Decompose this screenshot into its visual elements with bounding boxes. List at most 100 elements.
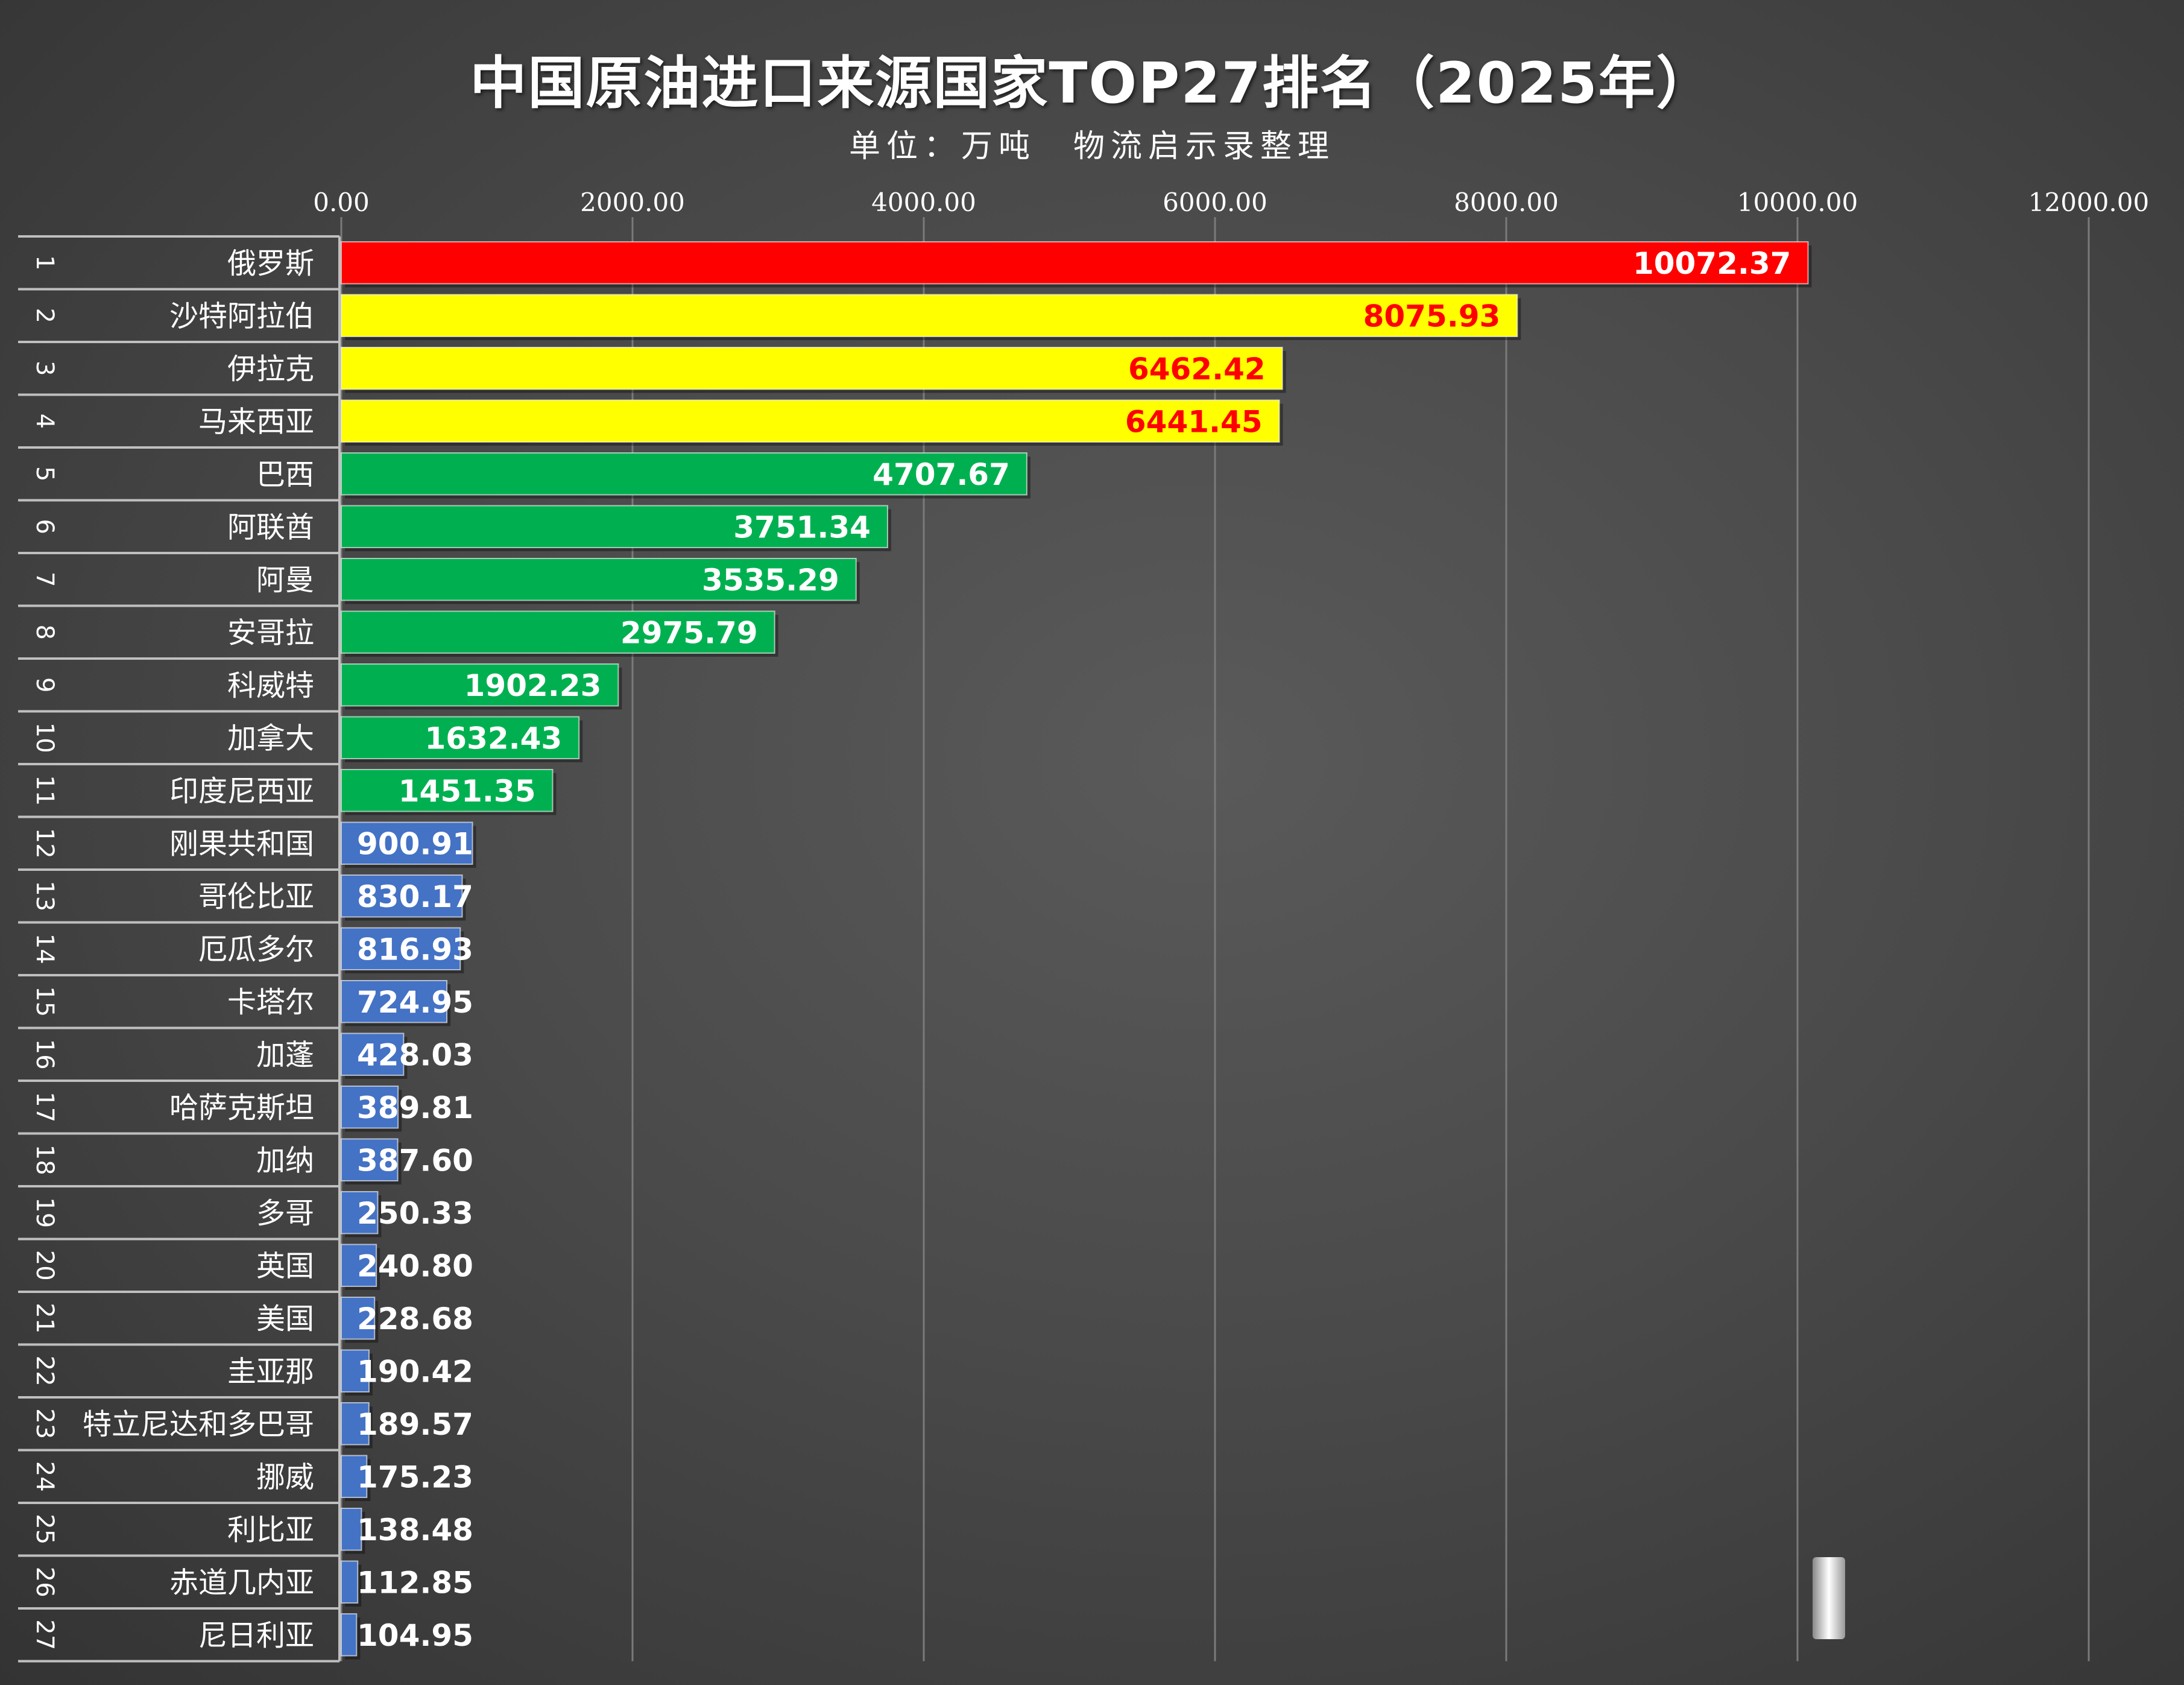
x-tick-label: 8000.00 — [1454, 188, 1559, 217]
rank-label: 13 — [31, 880, 58, 911]
value-label: 175.23 — [357, 1459, 473, 1494]
rank-label: 10 — [31, 722, 58, 753]
rank-label: 12 — [31, 828, 58, 859]
x-tick-label: 4000.00 — [871, 188, 976, 217]
category-label: 多哥 — [256, 1197, 314, 1230]
category-label: 马来西亚 — [198, 405, 314, 438]
category-label: 利比亚 — [227, 1513, 314, 1547]
value-label: 104.95 — [357, 1618, 473, 1653]
bar — [341, 399, 1280, 443]
rank-label: 17 — [31, 1092, 58, 1122]
bar — [341, 1032, 405, 1076]
value-label: 240.80 — [357, 1248, 473, 1283]
rank-label: 21 — [31, 1303, 58, 1333]
value-label: 816.93 — [357, 932, 473, 967]
category-label: 沙特阿拉伯 — [169, 299, 314, 333]
bar — [341, 505, 888, 548]
chart-title: 中国原油进口来源国家TOP27排名（2025年） — [470, 51, 1714, 116]
bar — [341, 874, 463, 918]
bar — [341, 1455, 368, 1498]
value-label: 2975.79 — [620, 615, 758, 650]
category-label: 加蓬 — [256, 1038, 314, 1072]
bar — [341, 452, 1027, 496]
rank-label: 27 — [31, 1619, 58, 1650]
bar — [341, 610, 775, 654]
value-label: 3535.29 — [702, 563, 839, 598]
bar — [341, 294, 1518, 337]
bar — [341, 1191, 379, 1235]
category-label: 尼日利亚 — [198, 1619, 314, 1652]
value-label: 6462.42 — [1128, 352, 1266, 387]
x-tick-label: 6000.00 — [1163, 188, 1267, 217]
value-label: 10072.37 — [1633, 246, 1791, 281]
rank-label: 23 — [31, 1408, 58, 1439]
scrollbar-thumb[interactable] — [1813, 1557, 1845, 1639]
rank-label: 18 — [31, 1145, 58, 1175]
value-label: 1451.35 — [399, 774, 536, 809]
rank-label: 25 — [31, 1514, 58, 1544]
bar — [341, 1086, 399, 1129]
rank-label: 26 — [31, 1567, 58, 1598]
x-tick-label: 10000.00 — [1737, 188, 1858, 217]
bar — [341, 1402, 370, 1446]
value-label: 389.81 — [357, 1090, 473, 1125]
category-label: 英国 — [256, 1249, 314, 1283]
bar — [341, 1508, 362, 1551]
category-label: 厄瓜多尔 — [198, 932, 314, 966]
rank-label: 14 — [31, 934, 58, 964]
value-label: 387.60 — [357, 1143, 473, 1178]
rank-label: 8 — [31, 625, 58, 640]
category-label: 伊拉克 — [227, 352, 314, 386]
bar — [341, 1613, 358, 1657]
category-label: 赤道几内亚 — [169, 1566, 314, 1599]
rank-label: 4 — [31, 414, 58, 429]
bar — [341, 558, 857, 601]
rank-label: 6 — [31, 519, 58, 534]
x-tick-label: 12000.00 — [2028, 188, 2149, 217]
bar — [341, 927, 461, 970]
bar — [341, 980, 448, 1023]
value-label: 724.95 — [357, 985, 473, 1020]
x-tick-label: 0.00 — [313, 188, 370, 217]
category-label: 阿曼 — [256, 563, 314, 597]
value-label: 6441.45 — [1125, 404, 1263, 439]
rank-label: 20 — [31, 1250, 58, 1281]
category-label: 哥伦比亚 — [198, 880, 314, 914]
category-label: 俄罗斯 — [227, 247, 314, 280]
x-tick-label: 2000.00 — [580, 188, 685, 217]
rank-label: 1 — [31, 255, 58, 270]
rank-label: 24 — [31, 1461, 58, 1492]
rank-label: 3 — [31, 361, 58, 376]
value-label: 189.57 — [357, 1407, 473, 1442]
rank-label: 16 — [31, 1039, 58, 1070]
bar — [341, 241, 1809, 285]
rank-label: 22 — [31, 1356, 58, 1386]
category-label: 卡塔尔 — [227, 985, 314, 1019]
bar — [341, 1560, 359, 1604]
rank-label: 19 — [31, 1197, 58, 1228]
bar — [341, 821, 473, 865]
bar — [341, 716, 580, 759]
category-label: 安哥拉 — [227, 616, 314, 650]
category-label: 圭亚那 — [227, 1355, 314, 1388]
category-label: 挪威 — [256, 1460, 314, 1494]
bar — [341, 663, 619, 707]
value-label: 830.17 — [357, 879, 473, 914]
value-label: 3751.34 — [733, 510, 871, 545]
value-label: 4707.67 — [873, 457, 1010, 492]
value-label: 112.85 — [357, 1565, 473, 1600]
bar — [341, 347, 1283, 390]
value-label: 428.03 — [357, 1037, 473, 1072]
bar — [341, 1138, 399, 1181]
bar — [341, 769, 554, 812]
category-label: 科威特 — [227, 669, 314, 703]
value-label: 138.48 — [357, 1513, 473, 1547]
value-label: 1632.43 — [424, 721, 562, 756]
category-label: 阿联酋 — [227, 510, 314, 544]
category-label: 印度尼西亚 — [169, 774, 314, 808]
value-label: 228.68 — [357, 1301, 473, 1336]
category-label: 哈萨克斯坦 — [169, 1091, 314, 1125]
category-label: 巴西 — [256, 458, 314, 492]
